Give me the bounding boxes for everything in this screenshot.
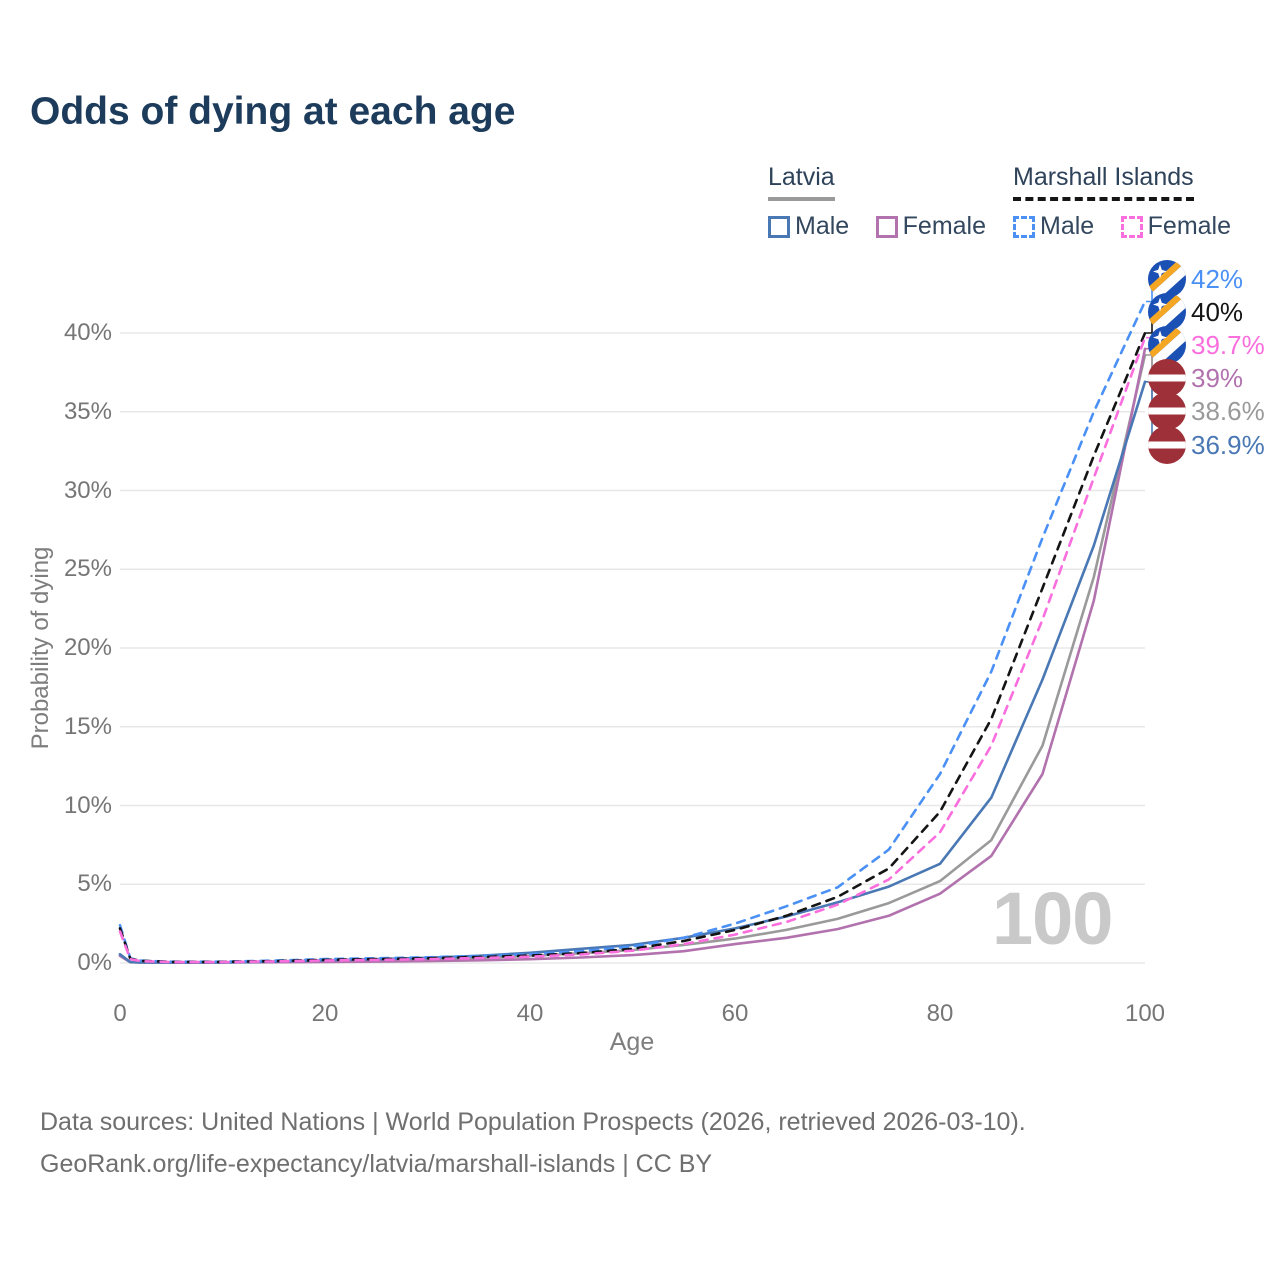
legend-entry-latvia-female[interactable]: Female [875,212,987,241]
end-label-latvia-male: 36.9% [1148,426,1265,464]
y-tick-5: 5% [77,870,112,897]
legend-group-marshall-islands: Marshall Islands Male Female [1013,163,1231,241]
latvia-flag-icon [1148,426,1186,464]
legend-row-latvia: Male Female [768,212,986,241]
y-tick-10: 10% [63,792,112,819]
legend-label-latvia-female: Female [902,212,987,240]
x-axis-title: Age [609,1028,655,1056]
latvia-female-swatch-icon [875,216,898,238]
end-label-latvia-both: 38.6% [1148,392,1265,430]
marshall-islands-female-swatch-icon [1120,216,1143,238]
end-value-label: 36.9% [1191,430,1265,460]
end-value-label: 38.6% [1191,396,1265,426]
y-tick-15: 15% [63,713,112,740]
end-value-label: 39% [1191,363,1244,393]
series-line-latvia-female [118,347,1147,965]
end-value-label: 42% [1191,264,1244,294]
legend-entry-marshall-islands-female[interactable]: Female [1120,212,1232,241]
legend-label-marshall-islands-female: Female [1147,212,1232,240]
y-tick-30: 30% [63,477,112,504]
x-tick-0: 0 [113,1000,127,1027]
y-tick-40: 40% [63,319,112,346]
latvia-flag-icon [1148,392,1186,430]
legend-entry-latvia-male[interactable]: Male [768,212,849,241]
legend-entry-marshall-islands-male[interactable]: Male [1013,212,1094,241]
page-title: Odds of dying at each age [30,90,516,133]
x-tick-100: 100 [1124,1000,1166,1027]
y-tick-25: 25% [63,555,112,582]
end-value-label: 39.7% [1191,330,1265,360]
marshall-islands-male-swatch-icon [1013,216,1035,238]
x-tick-40: 40 [516,1000,544,1027]
series-line-latvia-both-sexes [118,353,1147,964]
marshall-islands-flag-icon [1148,293,1186,331]
end-label-marshall-islands-both: 40% [1148,293,1243,331]
legend-title-latvia: Latvia [768,163,835,201]
legend-row-marshall-islands: Male Female [1013,212,1231,241]
y-tick-20: 20% [63,634,112,661]
x-tick-60: 60 [721,1000,749,1027]
attribution-link-text: GeoRank.org/life-expectancy/latvia/marsh… [40,1150,713,1178]
y-axis-title: Probability of dying [27,546,54,750]
x-tick-20: 20 [311,1000,339,1027]
series-line-marshall-islands-female [118,336,1147,964]
latvia-flag-icon [1148,359,1186,397]
end-value-label: 40% [1191,297,1244,327]
y-tick-35: 35% [63,398,112,425]
end-label-latvia-female: 39% [1148,359,1243,397]
legend-label-marshall-islands-male: Male [1040,212,1095,240]
legend-title-marshall-islands: Marshall Islands [1013,163,1194,201]
series-line-marshall-islands-male [118,300,1147,964]
x-tick-80: 80 [926,1000,954,1027]
legend-group-latvia: Latvia Male Female [768,163,986,241]
marshall-islands-flag-icon [1148,326,1186,364]
watermark-100: 100 [992,877,1113,960]
marshall-islands-flag-icon [1148,260,1186,298]
end-label-marshall-islands-male: 42% [1148,260,1243,298]
end-label-marshall-islands-female: 39.7% [1148,326,1265,364]
y-tick-0: 0% [77,949,112,976]
data-sources-text: Data sources: United Nations | World Pop… [40,1108,1026,1136]
latvia-male-swatch-icon [768,216,790,238]
legend-label-latvia-male: Male [795,212,850,240]
